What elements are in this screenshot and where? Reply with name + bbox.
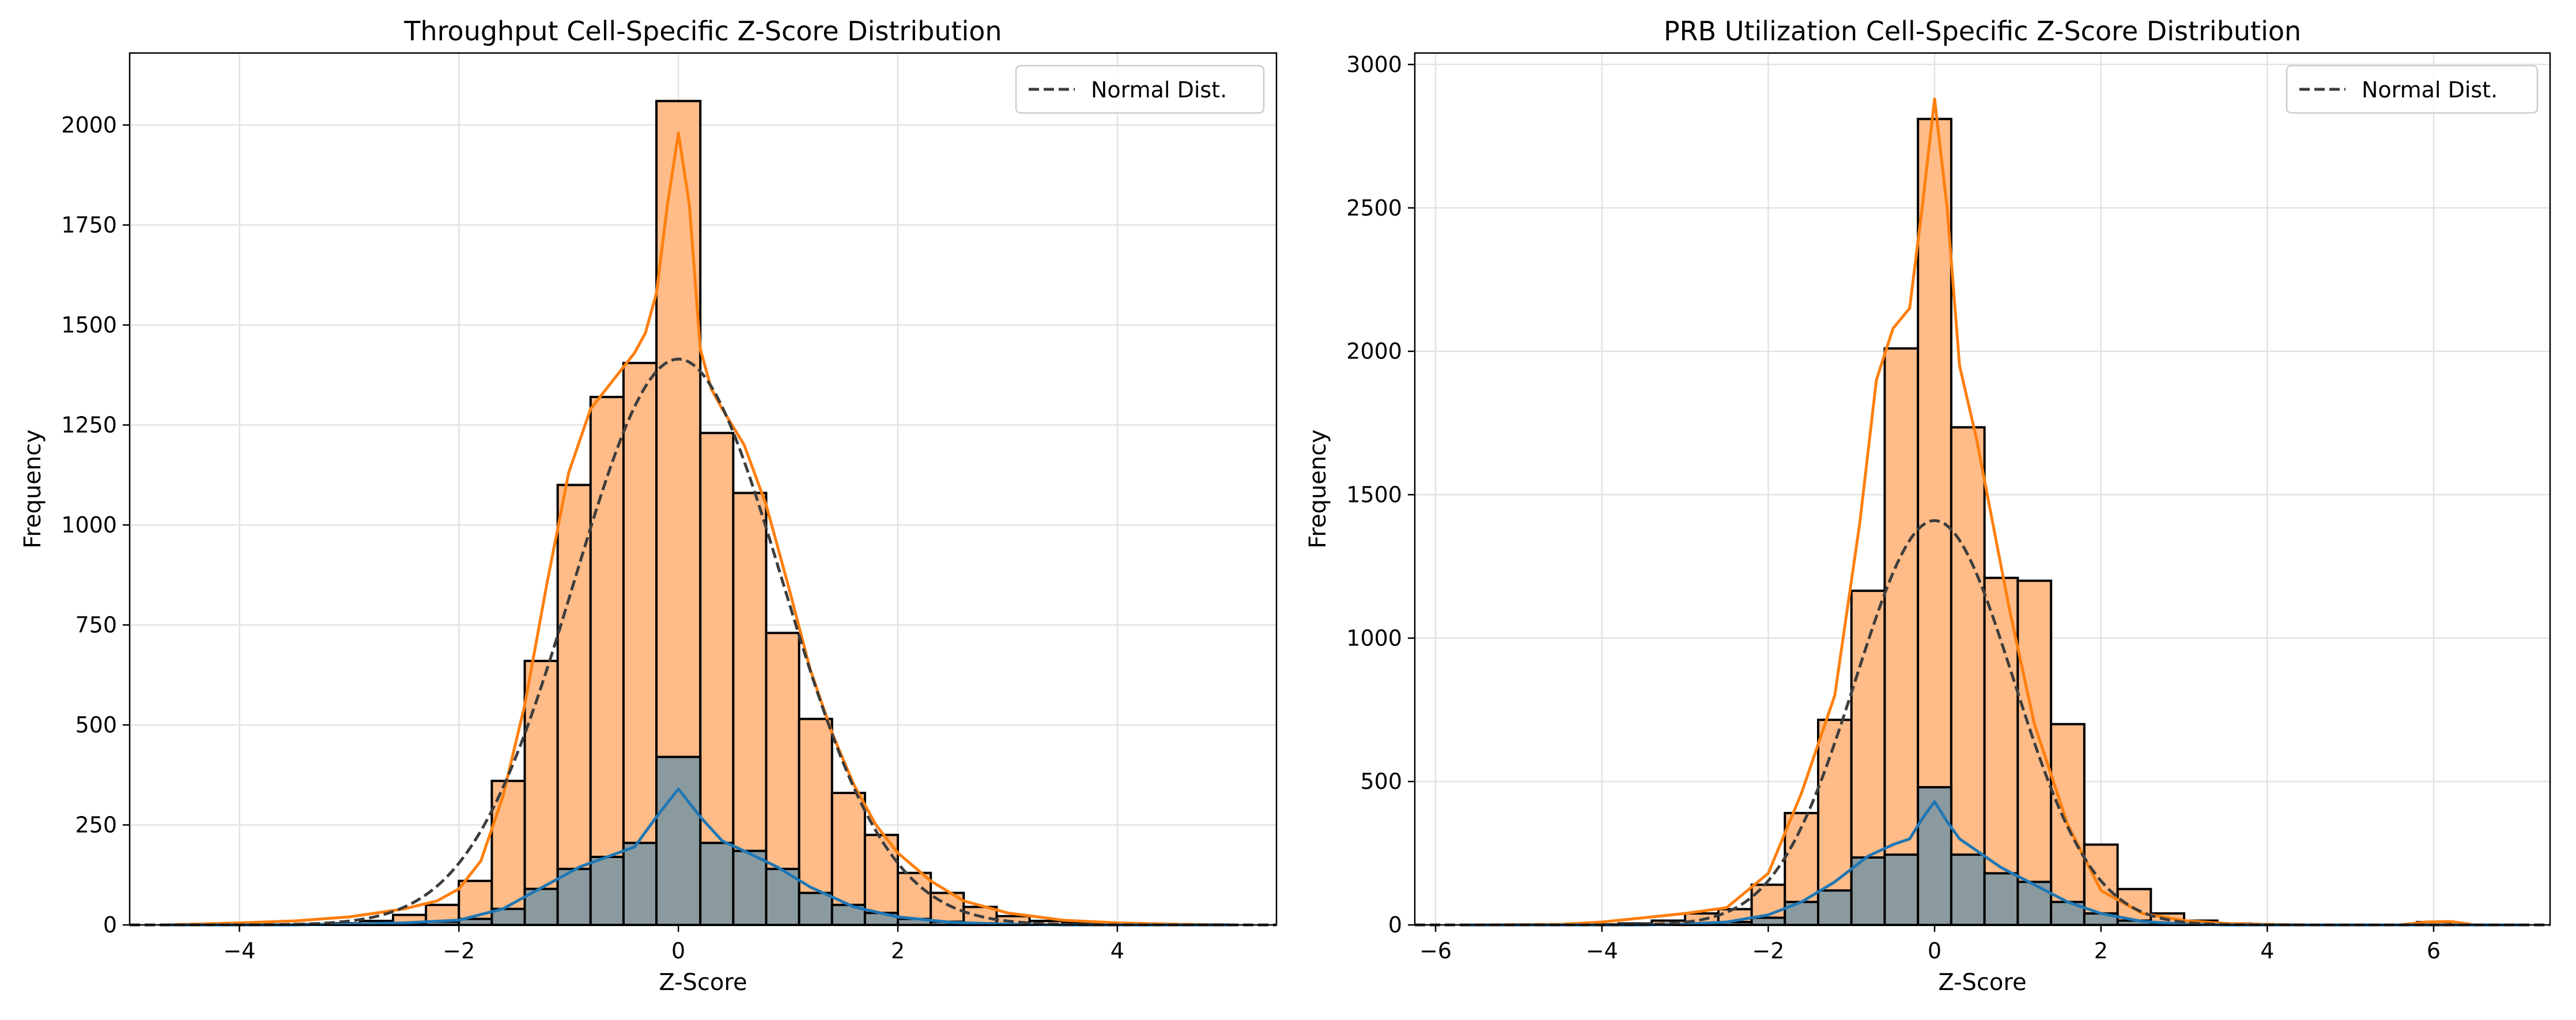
throughput-y-tick-label: 1500 xyxy=(61,312,117,338)
throughput-bar-series2 xyxy=(700,843,733,925)
throughput-panel: −4 −2 0 2 4 0 250 500 750 1000 1250 1500 1750 2000 Thr… xyxy=(20,16,1276,996)
prb-x-tick-label: 4 xyxy=(2260,938,2274,964)
prb-x-tick-label: 6 xyxy=(2427,938,2441,964)
prb-bar-series2 xyxy=(1818,890,1852,925)
throughput-y-tick-label: 750 xyxy=(75,612,117,637)
throughput-bar-series1 xyxy=(525,661,558,925)
prb-x-tick-label: −4 xyxy=(1586,938,1618,964)
prb-y-tick-label: 1500 xyxy=(1346,482,1402,507)
throughput-y-tick-label: 500 xyxy=(75,712,117,738)
prb-bar-series2 xyxy=(1918,787,1951,925)
throughput-bar-series1 xyxy=(558,485,591,925)
prb-y-axis-label: Frequency xyxy=(1305,429,1331,549)
prb-bar-series2 xyxy=(1985,873,2018,925)
prb-utilization-panel: −6 −4 −2 0 2 4 6 0 500 1000 1500 2000 2500 3000 PRB Ut… xyxy=(1305,16,2550,996)
throughput-bar-series2 xyxy=(656,757,700,925)
prb-x-tick-label: 0 xyxy=(1928,938,1942,964)
throughput-y-tick-label: 1250 xyxy=(61,412,117,437)
throughput-y-tick-label: 1000 xyxy=(61,512,117,538)
prb-bar-series1 xyxy=(1884,349,1918,925)
throughput-y-axis-label: Frequency xyxy=(20,429,46,549)
throughput-x-tick-label: 2 xyxy=(891,938,905,964)
prb-x-tick-label: −6 xyxy=(1419,938,1452,964)
throughput-legend-label: Normal Dist. xyxy=(1091,77,1227,103)
prb-bar-series2 xyxy=(1884,855,1918,925)
prb-bar-series1 xyxy=(1951,427,1985,925)
throughput-bar-series2 xyxy=(624,843,656,925)
prb-bar-series2 xyxy=(1951,855,1985,925)
prb-bar-series1 xyxy=(2018,581,2051,925)
prb-bar-series2 xyxy=(2018,882,2051,925)
prb-bar-series2 xyxy=(1752,918,1785,925)
throughput-bar-series1 xyxy=(591,397,624,925)
throughput-x-tick-label: 0 xyxy=(671,938,685,964)
throughput-x-axis-label: Z-Score xyxy=(659,969,747,996)
prb-x-axis-label: Z-Score xyxy=(1938,969,2026,996)
prb-y-tick-label: 3000 xyxy=(1346,52,1402,77)
throughput-y-tick-label: 1750 xyxy=(61,212,117,237)
throughput-x-tick-label: −4 xyxy=(223,938,255,964)
prb-x-tick-label: −2 xyxy=(1752,938,1784,964)
prb-y-tick-label: 0 xyxy=(1388,912,1402,938)
prb-y-tick-label: 2500 xyxy=(1346,195,1402,221)
throughput-x-tick-label: −2 xyxy=(443,938,475,964)
throughput-legend: Normal Dist. xyxy=(1016,66,1264,113)
prb-x-tick-label: 2 xyxy=(2094,938,2108,964)
throughput-bar-series2 xyxy=(799,893,832,925)
prb-bar-series2 xyxy=(1852,857,1885,925)
throughput-bar-series2 xyxy=(733,851,766,925)
throughput-y-tick-label: 2000 xyxy=(61,112,117,138)
prb-legend-label: Normal Dist. xyxy=(2362,77,2498,103)
throughput-y-tick-label: 250 xyxy=(75,812,117,837)
throughput-x-tick-label: 4 xyxy=(1111,938,1124,964)
prb-y-tick-label: 2000 xyxy=(1346,339,1402,364)
prb-legend: Normal Dist. xyxy=(2287,66,2537,113)
throughput-y-tick-label: 0 xyxy=(103,912,117,938)
prb-chart-title: PRB Utilization Cell-Specific Z-Score Di… xyxy=(1664,16,2301,47)
prb-y-tick-label: 500 xyxy=(1360,769,1402,794)
prb-y-tick-label: 1000 xyxy=(1346,625,1402,651)
throughput-bar-series1 xyxy=(492,781,524,925)
throughput-bar-series2 xyxy=(591,857,624,925)
throughput-chart-title: Throughput Cell-Specific Z-Score Distrib… xyxy=(403,16,1002,47)
